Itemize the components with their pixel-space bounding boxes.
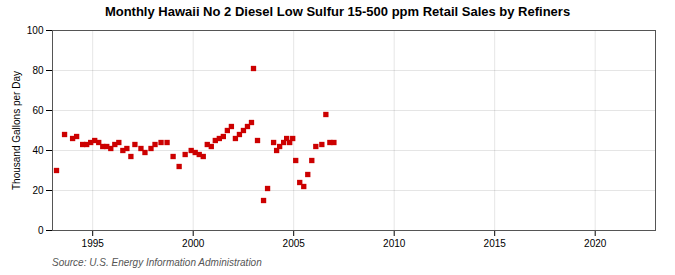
svg-text:2010: 2010 — [383, 238, 406, 249]
html-text:Source: U.S. Energy Informatio: Source: U.S. Energy Information Administ… — [52, 257, 262, 268]
svg-text:100: 100 — [27, 25, 44, 36]
svg-text:2000: 2000 — [182, 238, 205, 249]
svg-text:0: 0 — [38, 225, 44, 236]
svg-text:2015: 2015 — [484, 238, 507, 249]
svg-text:60: 60 — [32, 105, 44, 116]
html-text:Monthly Hawaii No 2 Diesel Low: Monthly Hawaii No 2 Diesel Low Sulfur 15… — [104, 4, 571, 19]
svg-text:40: 40 — [32, 145, 44, 156]
svg-text:2005: 2005 — [283, 238, 306, 249]
svg-text:20: 20 — [32, 185, 44, 196]
svg-text:Thousand Gallons per Day: Thousand Gallons per Day — [11, 71, 22, 190]
svg-text:2020: 2020 — [584, 238, 607, 249]
svg-text:80: 80 — [32, 65, 44, 76]
svg-text:1995: 1995 — [82, 238, 105, 249]
